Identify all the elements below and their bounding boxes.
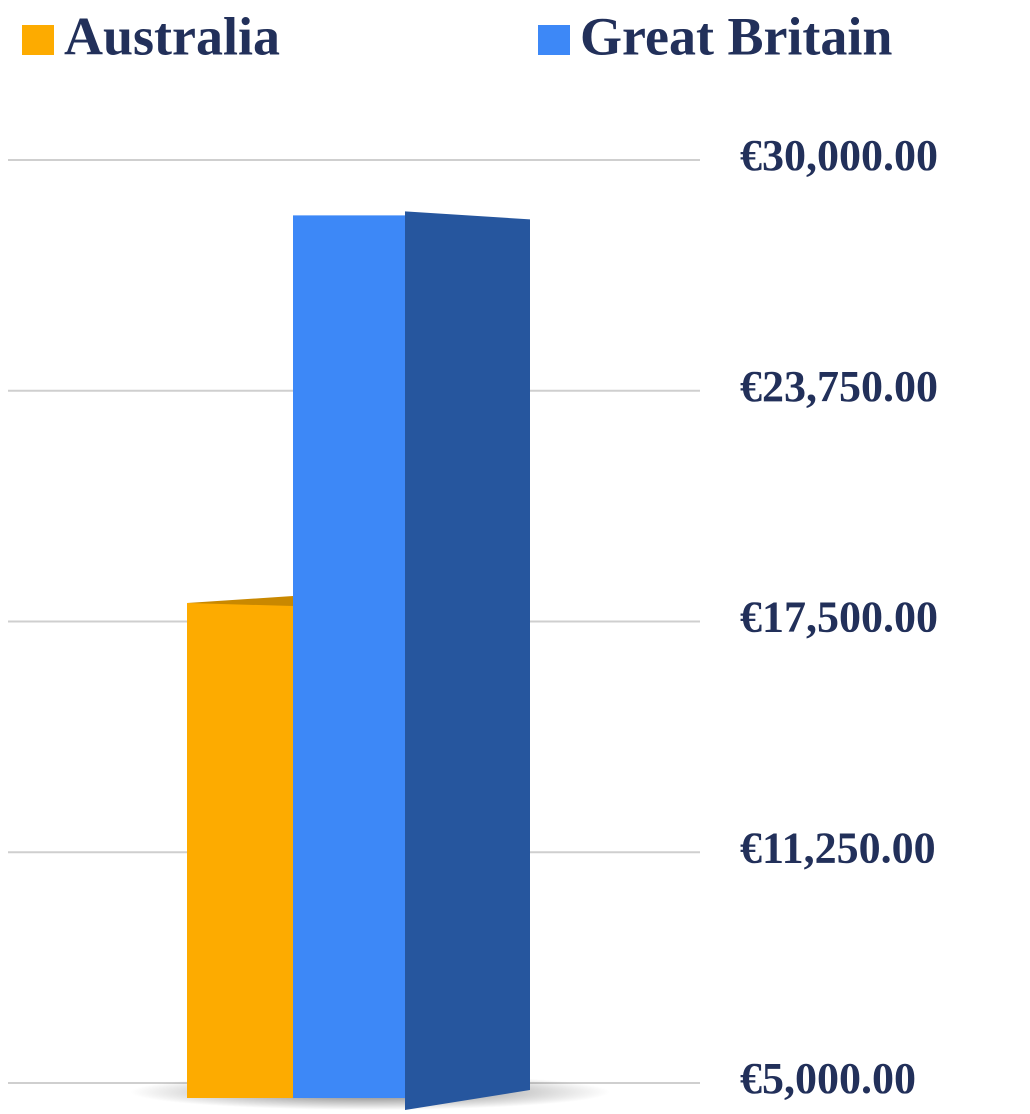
legend-label: Australia (64, 6, 280, 66)
labels: €5,000.00 €11,250.00 €17,500.00 €23,750.00 €… (22, 6, 938, 1103)
y-tick-label: €30,000.00 (740, 131, 938, 180)
bar-top (187, 596, 293, 607)
bar (293, 215, 405, 1098)
legend-swatch (538, 25, 570, 55)
legend-label: Great Britain (580, 6, 892, 66)
y-tick-label: €23,750.00 (740, 362, 938, 411)
y-tick-label: €5,000.00 (740, 1054, 916, 1103)
y-tick-label: €11,250.00 (740, 823, 936, 872)
bar (187, 603, 293, 1098)
bars (187, 211, 530, 1110)
legend-swatch (22, 25, 54, 55)
y-tick-label: €17,500.00 (740, 593, 938, 642)
bar-side (405, 211, 530, 1110)
